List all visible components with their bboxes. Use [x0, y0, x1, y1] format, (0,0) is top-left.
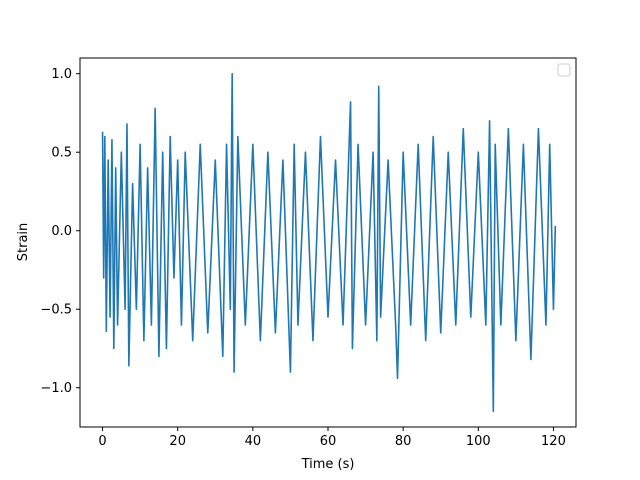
y-tick-label: 1.0 [51, 67, 72, 82]
y-tick-label: 0.5 [51, 146, 72, 161]
x-tick-label: 60 [320, 434, 337, 449]
y-tick-label: −1.0 [40, 381, 72, 396]
y-tick-label: −0.5 [40, 303, 72, 318]
plot-area [101, 72, 557, 413]
x-axis-ticks: 0 20 40 60 80 100 120 [98, 427, 566, 449]
x-tick-label: 80 [395, 434, 412, 449]
legend [557, 63, 571, 77]
x-tick-label: 40 [245, 434, 262, 449]
x-tick-label: 100 [466, 434, 491, 449]
y-tick-label: 0.0 [51, 224, 72, 239]
x-axis-label: Time (s) [301, 457, 355, 472]
x-tick-label: 20 [169, 434, 186, 449]
series-line-0 [101, 72, 557, 413]
legend-box [557, 63, 571, 77]
y-axis-label: Strain [16, 223, 31, 262]
x-tick-label: 0 [98, 434, 106, 449]
x-tick-label: 120 [541, 434, 566, 449]
y-axis-ticks: −1.0 −0.5 0.0 0.5 1.0 [40, 67, 80, 396]
